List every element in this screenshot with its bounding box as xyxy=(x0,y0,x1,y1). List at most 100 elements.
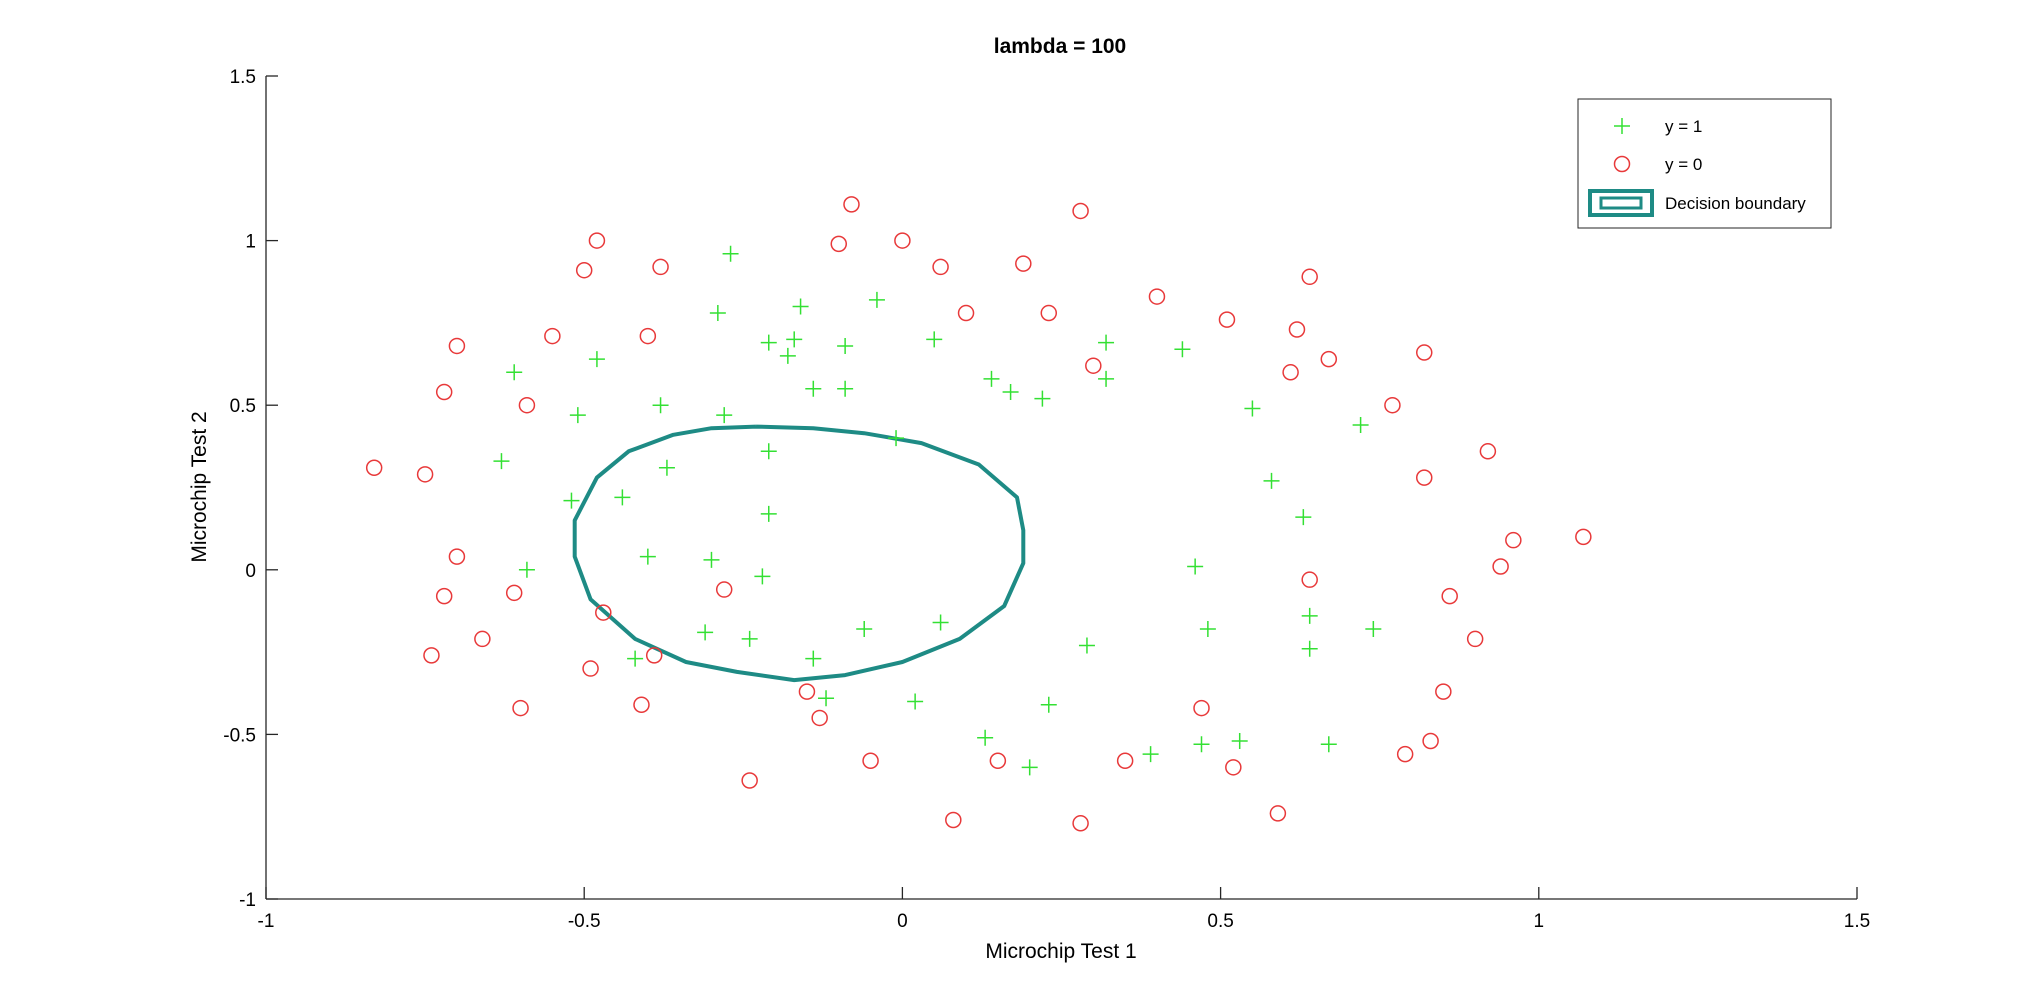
positive-point xyxy=(792,298,809,315)
negative-point xyxy=(652,258,669,276)
negative-point xyxy=(1479,443,1497,460)
x-tick-label: 0 xyxy=(897,911,908,932)
negative-point xyxy=(423,647,440,664)
negative-point xyxy=(1466,630,1484,648)
positive-point xyxy=(716,407,733,424)
positive-point xyxy=(888,430,905,447)
positive-point xyxy=(1295,509,1312,526)
negative-point xyxy=(1282,364,1299,381)
positive-point xyxy=(493,453,510,470)
negative-point xyxy=(957,304,975,322)
negative-point xyxy=(595,604,612,621)
y-tick-label: 0 xyxy=(245,561,256,582)
positive-point xyxy=(818,690,835,707)
positive-point xyxy=(563,492,580,509)
x-tick-label: 0.5 xyxy=(1207,911,1233,932)
negative-point xyxy=(1218,311,1236,328)
negative-point xyxy=(1225,759,1242,776)
legend-circle-icon xyxy=(1613,155,1631,173)
negative-point xyxy=(1441,587,1458,605)
positive-point xyxy=(639,548,656,565)
negative-point xyxy=(1040,304,1058,322)
positive-point xyxy=(588,351,605,368)
positive-point xyxy=(868,291,885,308)
negative-point xyxy=(1193,699,1210,717)
positive-point xyxy=(779,347,796,364)
negative-point xyxy=(741,772,758,789)
positive-points xyxy=(493,245,1382,776)
negative-point xyxy=(798,683,816,700)
positive-point xyxy=(709,305,726,322)
y-tick-label: 1 xyxy=(245,232,256,253)
x-tick-label: 1.5 xyxy=(1844,911,1870,932)
axes xyxy=(265,76,1857,900)
positive-point xyxy=(518,561,535,578)
legend-label-negative: y = 0 xyxy=(1665,155,1702,174)
negative-point xyxy=(365,459,383,476)
positive-point xyxy=(977,729,994,746)
positive-point xyxy=(805,380,822,397)
negative-point xyxy=(1301,268,1318,286)
negative-point xyxy=(1492,558,1509,575)
negative-point xyxy=(1505,531,1522,549)
negative-point xyxy=(843,196,860,213)
positive-point xyxy=(1263,472,1280,489)
positive-point xyxy=(1098,334,1115,351)
positive-point xyxy=(1193,736,1210,753)
negative-point xyxy=(512,699,529,717)
negative-point xyxy=(989,752,1007,769)
legend: y = 1 y = 0 Decision boundary xyxy=(1577,98,1832,229)
positive-point xyxy=(703,551,720,568)
negative-point xyxy=(945,811,962,829)
negative-point xyxy=(1415,469,1433,486)
negative-point xyxy=(416,466,434,483)
positive-point xyxy=(1078,637,1095,654)
negative-point xyxy=(932,258,949,276)
negative-point xyxy=(1269,805,1287,822)
y-ticks: -1 -0.5 0 0.5 1 1.5 xyxy=(223,67,278,911)
negative-point xyxy=(811,709,828,727)
negative-point xyxy=(633,696,650,714)
positive-point xyxy=(760,443,777,460)
negative-point xyxy=(1575,528,1592,546)
negative-point xyxy=(1415,344,1433,361)
positive-point xyxy=(1352,416,1369,433)
negative-point xyxy=(448,548,466,565)
decision-boundary-curve xyxy=(572,424,1026,683)
negative-point xyxy=(588,232,606,249)
positive-point xyxy=(1199,621,1216,638)
positive-point xyxy=(1301,607,1318,624)
negative-point xyxy=(544,327,561,345)
positive-point xyxy=(754,568,771,585)
positive-point xyxy=(1244,400,1261,417)
legend-label-positive: y = 1 xyxy=(1665,117,1702,136)
negative-point xyxy=(448,337,466,355)
positive-point xyxy=(506,364,523,381)
positive-point xyxy=(1365,621,1382,638)
positive-point xyxy=(658,459,675,476)
positive-point xyxy=(1002,384,1019,401)
positive-point xyxy=(1231,732,1248,749)
negative-points xyxy=(365,196,1592,832)
positive-point xyxy=(652,397,669,414)
y-tick-label: -0.5 xyxy=(223,725,256,746)
y-tick-label: 1.5 xyxy=(230,67,256,88)
positive-point xyxy=(1174,341,1191,358)
positive-point xyxy=(1040,696,1057,713)
negative-point xyxy=(1435,683,1452,700)
chart-title: lambda = 100 xyxy=(994,35,1127,58)
negative-point xyxy=(1072,815,1089,832)
positive-point xyxy=(1034,390,1051,407)
negative-point xyxy=(505,584,523,602)
negative-point xyxy=(645,647,663,664)
legend-label-boundary: Decision boundary xyxy=(1665,194,1806,213)
x-ticks: -1 -0.5 0 0.5 1 1.5 xyxy=(258,887,1870,932)
negative-point xyxy=(1072,202,1089,220)
negative-point xyxy=(894,232,911,249)
negative-point xyxy=(1085,357,1102,374)
positive-point xyxy=(983,370,1000,387)
positive-point xyxy=(837,337,854,354)
positive-point xyxy=(1187,558,1204,575)
positive-point xyxy=(722,245,739,262)
